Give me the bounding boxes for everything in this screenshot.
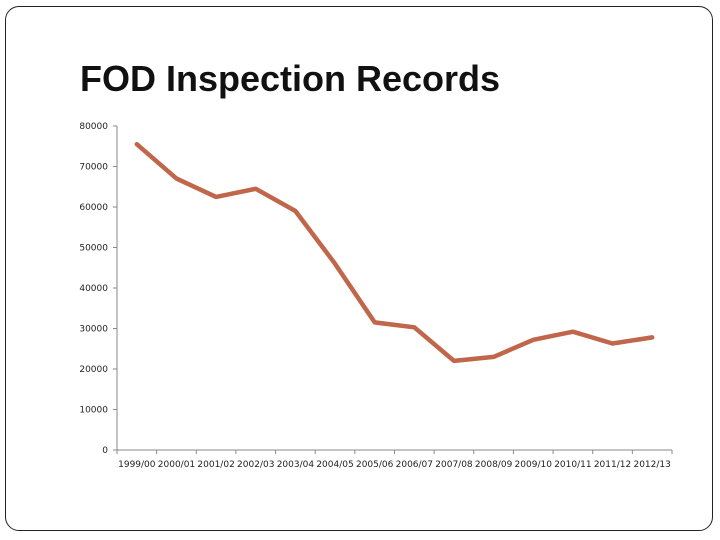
chart-title: FOD Inspection Records [80,58,501,99]
x-tick-label: 2009/10 [515,460,553,470]
x-tick-label: 2010/11 [554,460,591,470]
x-tick-label: 2002/03 [237,460,274,470]
x-tick-label: 2003/04 [277,460,315,470]
y-tick-label: 0 [102,446,108,456]
x-axis-ticks: 1999/00 2000/01 2001/02 2002/03 2003/04 2004/… [116,450,673,470]
y-tick-label: 10000 [79,406,108,416]
x-tick-label: 2007/08 [435,460,473,470]
y-tick-label: 70000 [79,163,108,173]
series-group [134,141,655,364]
y-tick-label: 40000 [79,284,108,294]
slide-frame [5,6,713,531]
y-tick-label: 50000 [79,244,108,254]
y-tick-label: 80000 [79,122,108,132]
x-tick-label: 1999/00 [118,460,156,470]
x-tick-label: 2011/12 [594,460,631,470]
x-tick-label: 2006/07 [396,460,433,470]
y-tick-label: 30000 [79,325,108,335]
series-line [134,141,655,364]
x-tick-label: 2012/13 [633,460,670,470]
x-tick-label: 2004/05 [316,460,353,470]
x-tick-label: 2008/09 [475,460,513,470]
y-tick-label: 20000 [79,365,108,375]
x-tick-label: 2000/01 [158,460,195,470]
y-axis-ticks: 0 10000 20000 30000 40000 50000 60000 70000 8000… [79,122,117,456]
x-tick-label: 2001/02 [197,460,234,470]
y-tick-label: 60000 [79,203,108,213]
x-tick-label: 2005/06 [356,460,394,470]
